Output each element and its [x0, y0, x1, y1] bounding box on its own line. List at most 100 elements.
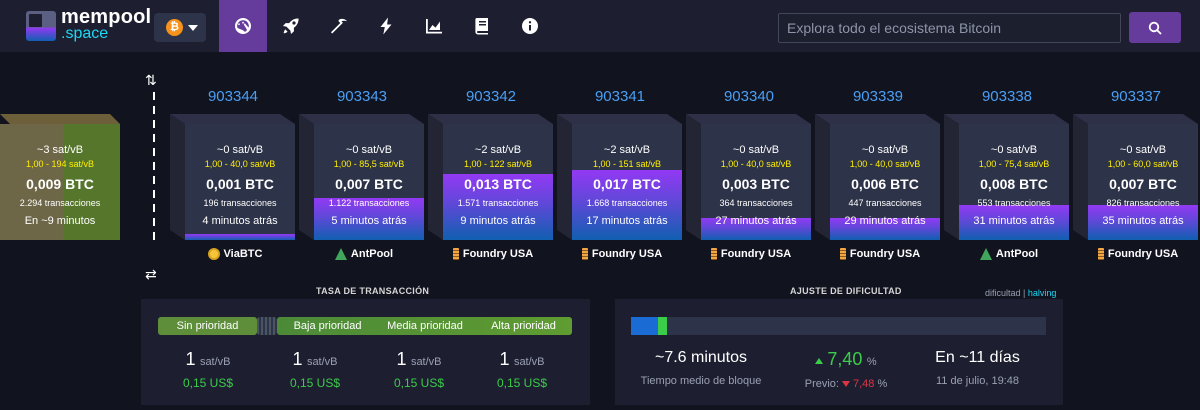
block-median-fee: ~0 sat/vB — [216, 144, 264, 156]
fee-unit: sat/vB — [410, 356, 442, 368]
block-cube[interactable]: ~0 sat/vB 1,00 - 75,4 sat/vB 0,008 BTC 553 … — [944, 114, 1069, 240]
block-height-link[interactable]: 903344 — [207, 88, 259, 105]
fee-value: 1 — [292, 349, 303, 369]
block-cube[interactable]: ~0 sat/vB 1,00 - 40,0 sat/vB 0,003 BTC 364 … — [686, 114, 811, 240]
block-fee-range: 1,00 - 40,0 sat/vB — [204, 159, 276, 169]
block-size: 0,008 BTC — [980, 176, 1048, 192]
block-miner[interactable]: Foundry USA — [810, 248, 950, 261]
block-miner[interactable]: Foundry USA — [552, 248, 692, 261]
miner-name: Foundry USA — [849, 248, 921, 260]
block-miner[interactable]: Foundry USA — [423, 248, 563, 261]
block-height-link[interactable]: 903340 — [723, 88, 775, 105]
block-tx-count: 826 transacciones — [1106, 198, 1180, 208]
block-fill — [830, 217, 940, 240]
block-fill — [1088, 205, 1198, 240]
block-median-fee: ~0 sat/vB — [1119, 144, 1167, 156]
search-input[interactable] — [778, 13, 1121, 43]
block-cube[interactable]: ~0 sat/vB 1,00 - 40,0 sat/vB 0,001 BTC 196 … — [170, 114, 295, 240]
block-miner[interactable]: ViaBTC — [165, 248, 305, 261]
nav-lightning[interactable] — [362, 0, 410, 52]
nav-dashboard[interactable] — [219, 0, 267, 52]
block-cube[interactable]: ~0 sat/vB 1,00 - 40,0 sat/vB 0,006 BTC 447 … — [815, 114, 940, 240]
block-top — [170, 114, 295, 124]
avg-block-time-label: Tiempo medio de bloque — [640, 375, 762, 387]
block-height-link[interactable]: 903339 — [852, 88, 904, 105]
block-time-ago: 27 minutos atrás — [715, 215, 797, 227]
previous-value: 7,48 — [852, 378, 875, 390]
network-selector-button[interactable]: ₿ — [154, 13, 206, 42]
difficulty-eta-date: 11 de julio, 19:48 — [936, 375, 1019, 387]
fee-label-high-priority: Alta prioridad — [491, 320, 556, 332]
mempool-block[interactable]: ~3 sat/vB 1,00 - 194 sat/vB 0,009 BTC 2.… — [0, 114, 120, 240]
block-cube[interactable]: ~0 sat/vB 1,00 - 60,0 sat/vB 0,007 BTC 826 … — [1073, 114, 1198, 240]
fee-label-no-priority: Sin prioridad — [176, 320, 239, 332]
nav-about[interactable] — [506, 0, 554, 52]
block-cube[interactable]: ~2 sat/vB 1,00 - 122 sat/vB 0,013 BTC 1.571… — [428, 114, 553, 240]
block-fill — [959, 205, 1069, 240]
bitcoin-icon: ₿ — [166, 19, 183, 36]
block-miner[interactable]: AntPool — [294, 248, 434, 261]
block-tx-count: 447 transacciones — [848, 198, 922, 208]
block-fill — [443, 173, 553, 240]
block-fill — [701, 217, 811, 240]
difficulty-progress-done — [631, 317, 658, 335]
brand-name[interactable]: mempool — [61, 6, 152, 28]
difficulty-eta: En ~11 días 11 de julio, 19:48 — [915, 349, 1040, 387]
block-top — [557, 114, 682, 124]
fee-value: 1 — [396, 349, 407, 369]
sort-arrows-icon[interactable]: ⇅ — [145, 72, 157, 88]
search-button[interactable] — [1129, 12, 1181, 43]
block-height-link[interactable]: 903338 — [981, 88, 1033, 105]
fee-label-medium-priority: Media prioridad — [387, 320, 463, 332]
block-fee-range: 1,00 - 60,0 sat/vB — [1107, 159, 1179, 169]
nav-mining[interactable] — [315, 0, 363, 52]
block-miner[interactable]: AntPool — [939, 248, 1079, 261]
block-height-link[interactable]: 903342 — [465, 88, 517, 105]
block-face: ~0 sat/vB 1,00 - 60,0 sat/vB 0,007 BTC 826 … — [1088, 124, 1198, 240]
difficulty-eta-value: En ~11 días — [935, 349, 1020, 366]
search-icon — [1148, 21, 1162, 35]
block-size: 0,007 BTC — [1109, 176, 1177, 192]
block-face: ~0 sat/vB 1,00 - 40,0 sat/vB 0,003 BTC 364 … — [701, 124, 811, 240]
block-median-fee: ~0 sat/vB — [861, 144, 909, 156]
foundry-icon — [1097, 248, 1104, 261]
block-side — [428, 114, 443, 240]
book-icon — [475, 18, 488, 35]
blockchain: ~3 sat/vB 1,00 - 194 sat/vB 0,009 BTC 2.… — [0, 52, 1200, 292]
swap-arrows-icon[interactable]: ⇄ — [145, 266, 157, 282]
block-median-fee: ~2 sat/vB — [603, 144, 651, 156]
block-size: 0,001 BTC — [206, 176, 274, 192]
fee-value: 1 — [185, 349, 196, 369]
block-tx-count: 1.571 transacciones — [457, 198, 539, 208]
block-fill — [314, 198, 424, 240]
fee-usd: 0,15 US$ — [393, 376, 445, 390]
nav-rocket[interactable] — [267, 0, 315, 52]
fee-usd: 0,15 US$ — [182, 376, 234, 390]
fee-low-priority: 1 sat/vB 0,15 US$ — [265, 349, 365, 390]
halving-link[interactable]: halving — [1027, 288, 1057, 298]
nav-docs[interactable] — [458, 0, 506, 52]
block-height-link[interactable]: 903343 — [336, 88, 388, 105]
block-top — [299, 114, 424, 124]
block-fee-range: 1,00 - 85,5 sat/vB — [333, 159, 405, 169]
block-fee-range: 1,00 - 122 sat/vB — [463, 159, 533, 169]
mempool-logo-icon[interactable] — [26, 11, 56, 41]
block-cube[interactable]: ~2 sat/vB 1,00 - 151 sat/vB 0,017 BTC 1.668… — [557, 114, 682, 240]
block-side — [170, 114, 185, 240]
block-median-fee: ~2 sat/vB — [474, 144, 522, 156]
block-size: 0,013 BTC — [464, 176, 532, 192]
block-miner[interactable]: Foundry USA — [1068, 248, 1200, 261]
difficulty-link[interactable]: dificultad — [985, 288, 1021, 298]
brand-sub[interactable]: .space — [61, 25, 109, 42]
antpool-icon — [979, 248, 992, 261]
block-time-ago: 29 minutos atrás — [844, 215, 926, 227]
block-height-link[interactable]: 903337 — [1110, 88, 1162, 105]
fees-panel: Sin prioridad Baja prioridad Media prior… — [141, 299, 590, 405]
block-height-link[interactable]: 903341 — [594, 88, 646, 105]
block-side — [1073, 114, 1088, 240]
block-miner[interactable]: Foundry USA — [681, 248, 821, 261]
nav-graphs[interactable] — [410, 0, 458, 52]
fee-usd: 0,15 US$ — [496, 376, 548, 390]
block-cube[interactable]: ~0 sat/vB 1,00 - 85,5 sat/vB 0,007 BTC 1.12… — [299, 114, 424, 240]
mempool-eta: En ~9 minutos — [24, 215, 96, 227]
